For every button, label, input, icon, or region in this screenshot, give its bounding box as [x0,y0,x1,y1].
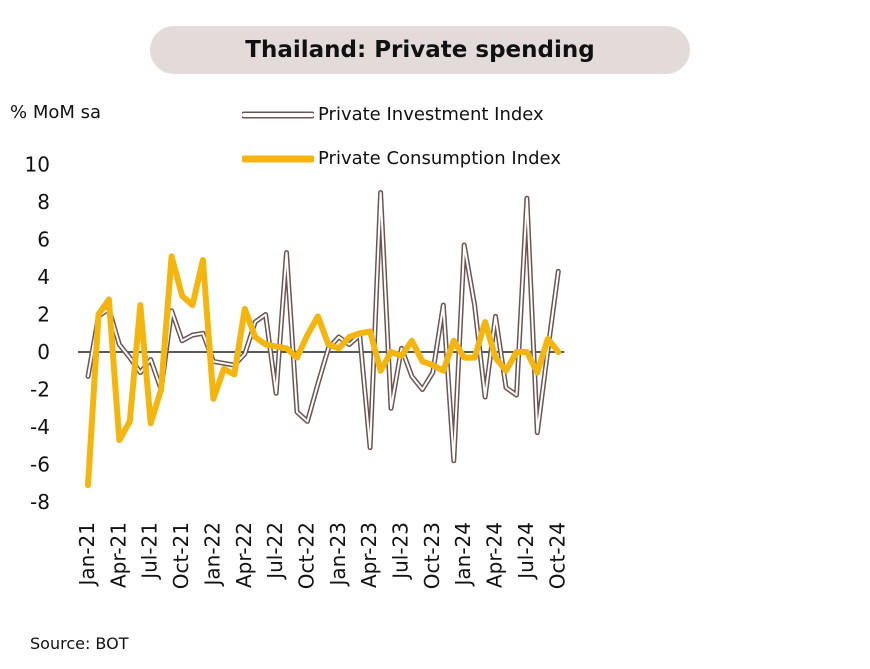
x-tick-label: Oct-21 [169,522,193,589]
legend-label-investment: Private Investment Index [318,104,544,125]
y-tick-label: 4 [37,265,50,289]
chart-title: Thailand: Private spending [245,37,595,63]
y-tick-label: 6 [37,228,50,252]
source-note: Source: BOT [30,634,129,653]
y-tick-label: -2 [30,378,50,402]
y-tick-label: 10 [25,153,50,177]
legend-item-investment: Private Investment Index [242,104,544,125]
legend-swatch-investment [242,111,314,118]
y-tick-label: -6 [30,453,50,477]
y-tick-label: 8 [37,190,50,214]
x-tick-label: Jan-22 [200,522,224,588]
x-tick-label: Apr-21 [106,522,130,588]
y-tick-label: -4 [30,415,50,439]
legend-swatch-consumption [242,155,314,162]
y-tick-label: -8 [30,490,50,514]
x-tick-label: Jul-24 [514,522,538,581]
x-tick-label: Jul-21 [138,522,162,581]
y-tick-label: 2 [37,303,50,327]
x-tick-label: Apr-24 [483,522,507,588]
x-tick-label: Jan-24 [451,522,475,588]
legend-item-consumption: Private Consumption Index [242,148,561,169]
x-tick-label: Apr-22 [232,522,256,588]
x-tick-label: Jul-23 [389,522,413,581]
legend-label-consumption: Private Consumption Index [318,148,561,169]
x-tick-label: Jul-22 [263,522,287,581]
x-tick-label: Jan-21 [75,522,99,588]
chart-title-banner: Thailand: Private spending [150,26,690,74]
x-tick-label: Oct-23 [420,522,444,589]
y-tick-label: 0 [37,340,50,364]
y-axis-label: % MoM sa [10,102,102,123]
x-tick-label: Apr-23 [357,522,381,588]
x-tick-label: Jan-23 [326,522,350,588]
x-tick-label: Oct-24 [545,522,569,589]
series-line-consumption [85,253,562,489]
x-tick-label: Oct-22 [294,522,318,589]
